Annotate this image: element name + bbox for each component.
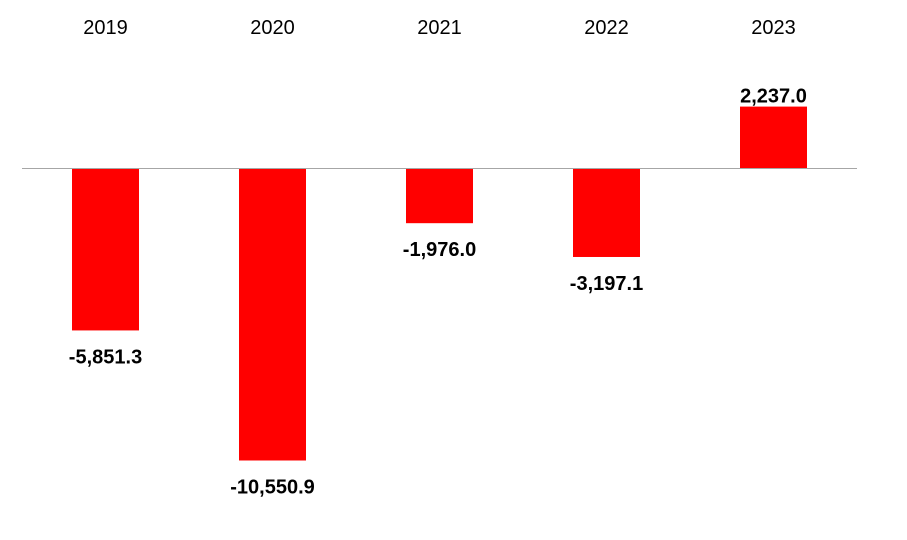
category-label-2021: 2021 bbox=[417, 17, 462, 39]
category-label-2020: 2020 bbox=[250, 17, 295, 39]
bars bbox=[72, 106, 807, 461]
data-label-2023: 2,237.0 bbox=[740, 86, 807, 108]
data-labels: -5,851.3 -10,550.9 -1,976.0 -3,197.1 2,237.0 bbox=[69, 86, 807, 499]
data-label-2020: -10,550.9 bbox=[230, 477, 315, 499]
category-label-2019: 2019 bbox=[83, 17, 128, 39]
category-label-2022: 2022 bbox=[584, 17, 629, 39]
data-label-2021: -1,976.0 bbox=[403, 239, 476, 261]
bar-2023 bbox=[740, 106, 807, 169]
category-labels: 2019 2020 2021 2022 2023 bbox=[83, 17, 796, 39]
bar-2021 bbox=[406, 168, 473, 224]
bar-2020 bbox=[239, 168, 306, 461]
bar-2022 bbox=[573, 168, 640, 257]
category-label-2023: 2023 bbox=[751, 17, 796, 39]
bar-2019 bbox=[72, 168, 139, 331]
data-label-2022: -3,197.1 bbox=[570, 273, 643, 295]
data-label-2019: -5,851.3 bbox=[69, 346, 142, 368]
